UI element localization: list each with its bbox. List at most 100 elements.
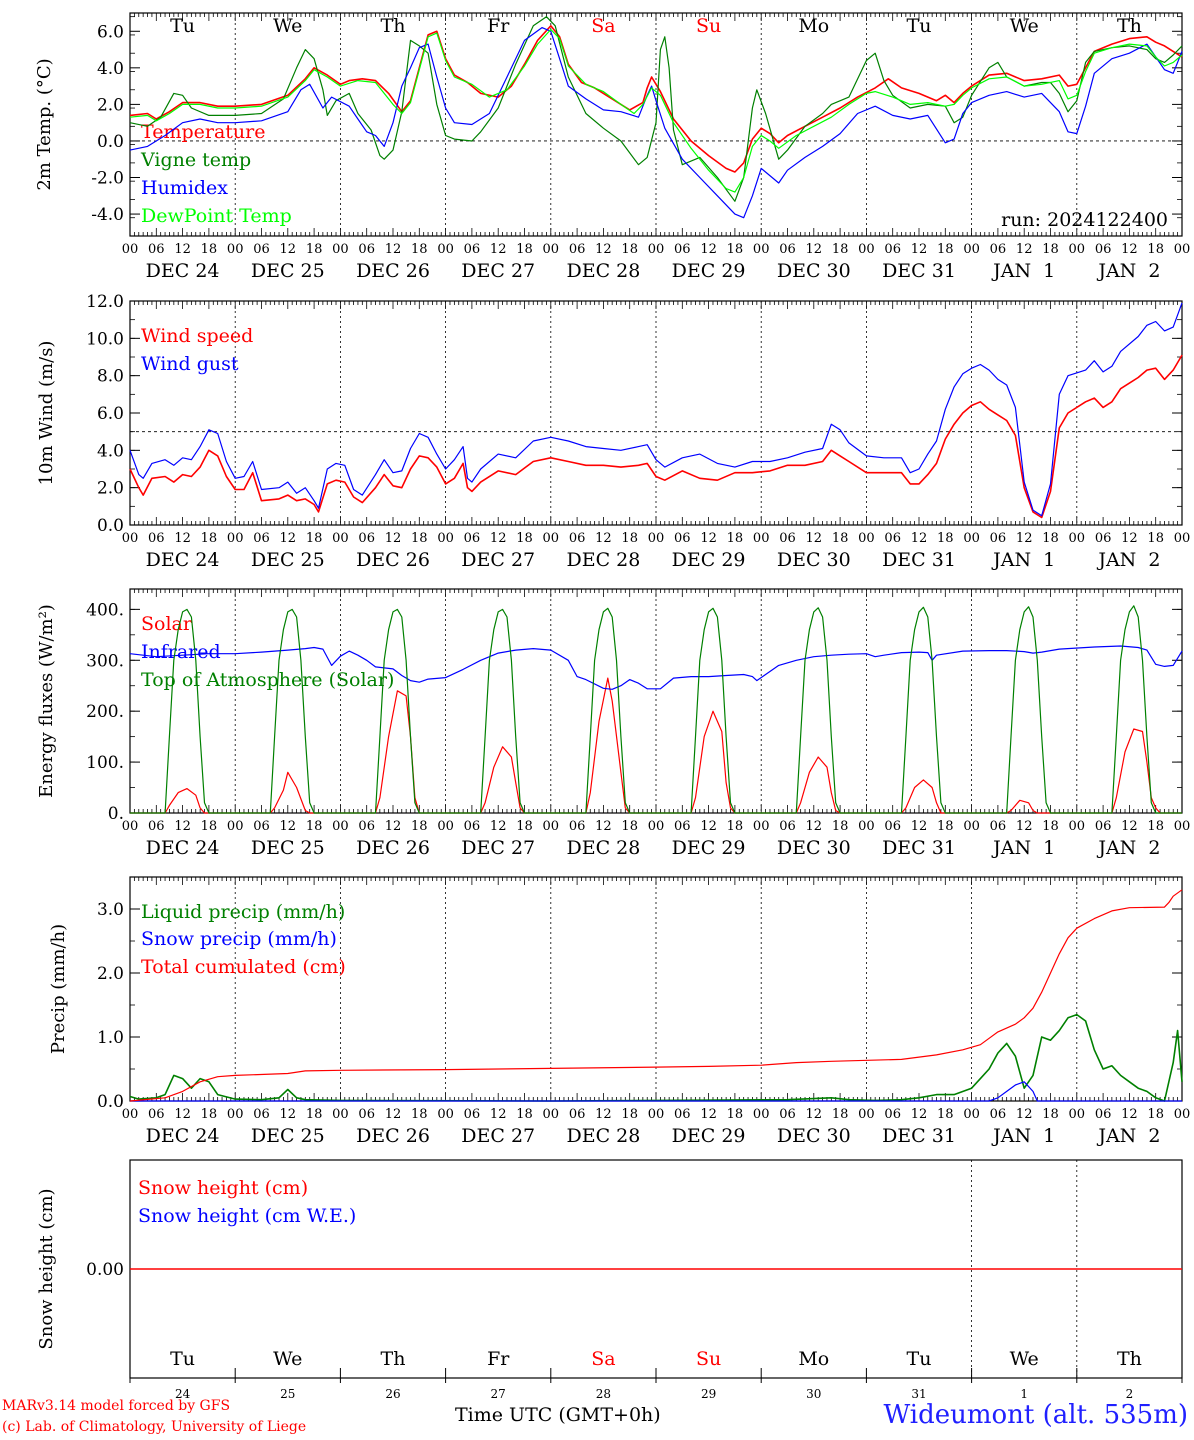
hour-tick-label: 12 xyxy=(280,1107,297,1122)
hour-tick-label: 06 xyxy=(358,242,375,257)
date-label: DEC 24 xyxy=(146,837,220,859)
y-axis-label: 2m Temp. (°C) xyxy=(34,58,55,190)
hour-tick-label: 12 xyxy=(700,242,717,257)
hour-tick-label: 00 xyxy=(437,1107,454,1122)
hour-tick-label: 18 xyxy=(621,531,638,546)
hour-tick-label: 18 xyxy=(621,242,638,257)
hour-tick-label: 18 xyxy=(516,242,533,257)
hour-tick-label: 06 xyxy=(253,242,270,257)
hour-tick-label: 18 xyxy=(201,819,218,834)
hour-tick-label: 00 xyxy=(332,242,349,257)
date-label: DEC 30 xyxy=(777,837,851,859)
date-label: DEC 26 xyxy=(356,549,430,571)
date-label: DEC 30 xyxy=(777,1125,851,1147)
hour-tick-label: 12 xyxy=(911,531,928,546)
hour-tick-label: 12 xyxy=(911,1107,928,1122)
date-number-label: 26 xyxy=(385,1387,400,1401)
hour-tick-label: 00 xyxy=(858,242,875,257)
hour-tick-label: 18 xyxy=(621,1107,638,1122)
day-name-label: We xyxy=(1010,15,1039,37)
hour-tick-label: 00 xyxy=(437,242,454,257)
date-label: JAN 1 xyxy=(991,549,1055,571)
hour-tick-label: 00 xyxy=(963,242,980,257)
hour-tick-label: 06 xyxy=(569,1107,586,1122)
legend-entry: Wind speed xyxy=(141,325,253,347)
hour-tick-label: 18 xyxy=(306,819,323,834)
date-label: DEC 24 xyxy=(146,549,220,571)
hour-tick-label: 18 xyxy=(201,242,218,257)
hour-tick-label: 12 xyxy=(1121,819,1138,834)
hour-tick-label: 12 xyxy=(174,1107,191,1122)
hour-tick-label: 06 xyxy=(1095,819,1112,834)
y-tick-label: -4.0 xyxy=(91,205,124,225)
hour-tick-label: 12 xyxy=(1016,531,1033,546)
hour-tick-label: 00 xyxy=(543,242,560,257)
hour-tick-label: 12 xyxy=(595,1107,612,1122)
hour-tick-label: 12 xyxy=(280,242,297,257)
date-label: DEC 29 xyxy=(672,837,746,859)
hour-tick-label: 18 xyxy=(727,819,744,834)
hour-tick-label: 12 xyxy=(385,242,402,257)
hour-tick-label: 18 xyxy=(516,819,533,834)
hour-tick-label: 00 xyxy=(753,819,770,834)
credit-line-1: MARv3.14 model forced by GFS xyxy=(2,1398,231,1414)
legend-entry: Snow precip (mm/h) xyxy=(141,928,337,950)
hour-tick-label: 12 xyxy=(595,531,612,546)
hour-tick-label: 18 xyxy=(937,819,954,834)
date-label: DEC 27 xyxy=(461,837,535,859)
hour-tick-label: 12 xyxy=(806,1107,823,1122)
hour-tick-label: 18 xyxy=(411,242,428,257)
y-tick-label: 0.0 xyxy=(97,1092,124,1112)
date-label: DEC 31 xyxy=(882,837,956,859)
hour-tick-label: 06 xyxy=(464,1107,481,1122)
day-name-label: Tu xyxy=(170,1348,195,1370)
series-line xyxy=(129,28,1183,193)
day-name-label: Th xyxy=(1117,1348,1142,1370)
y-axis-label: 10m Wind (m/s) xyxy=(36,341,57,486)
hour-tick-label: 18 xyxy=(1042,242,1059,257)
series-line xyxy=(130,1081,1182,1102)
hour-tick-label: 06 xyxy=(253,531,270,546)
date-label: DEC 30 xyxy=(777,549,851,571)
date-label: DEC 25 xyxy=(251,837,325,859)
hour-tick-label: 12 xyxy=(280,819,297,834)
day-name-label: Fr xyxy=(487,1348,510,1370)
hour-tick-label: 12 xyxy=(1016,1107,1033,1122)
hour-tick-label: 06 xyxy=(884,1107,901,1122)
date-label: DEC 31 xyxy=(882,549,956,571)
hour-tick-label: 18 xyxy=(1042,819,1059,834)
hour-tick-label: 18 xyxy=(727,242,744,257)
hour-tick-label: 18 xyxy=(516,531,533,546)
hour-tick-label: 00 xyxy=(1174,1107,1191,1122)
series-line xyxy=(129,27,1183,219)
hour-tick-label: 18 xyxy=(411,819,428,834)
series-line xyxy=(129,302,1183,517)
hour-tick-label: 00 xyxy=(122,531,139,546)
hour-tick-label: 06 xyxy=(569,242,586,257)
hour-tick-label: 18 xyxy=(516,1107,533,1122)
y-tick-label: 0.0 xyxy=(97,516,124,536)
hour-tick-label: 12 xyxy=(174,242,191,257)
legend-entry: Humidex xyxy=(141,177,228,199)
hour-tick-label: 00 xyxy=(648,819,665,834)
y-tick-label: 0.0 xyxy=(97,132,124,152)
series-line xyxy=(129,889,1183,1102)
hour-tick-label: 18 xyxy=(1147,242,1164,257)
y-tick-label: 2.0 xyxy=(97,95,124,115)
hour-tick-label: 12 xyxy=(806,531,823,546)
hour-tick-label: 06 xyxy=(990,1107,1007,1122)
series-line xyxy=(130,605,1182,814)
y-tick-label: 100. xyxy=(86,753,124,773)
day-name-label: Sa xyxy=(591,1348,615,1370)
hour-tick-label: 18 xyxy=(306,242,323,257)
hour-tick-label: 00 xyxy=(227,531,244,546)
hour-tick-label: 06 xyxy=(569,819,586,834)
hour-tick-label: 00 xyxy=(963,819,980,834)
hour-tick-label: 18 xyxy=(1042,1107,1059,1122)
hour-tick-label: 06 xyxy=(464,531,481,546)
hour-tick-label: 12 xyxy=(385,531,402,546)
hour-tick-label: 18 xyxy=(937,242,954,257)
date-number-label: 31 xyxy=(911,1387,926,1401)
hour-tick-label: 06 xyxy=(148,242,165,257)
hour-tick-label: 18 xyxy=(832,242,849,257)
